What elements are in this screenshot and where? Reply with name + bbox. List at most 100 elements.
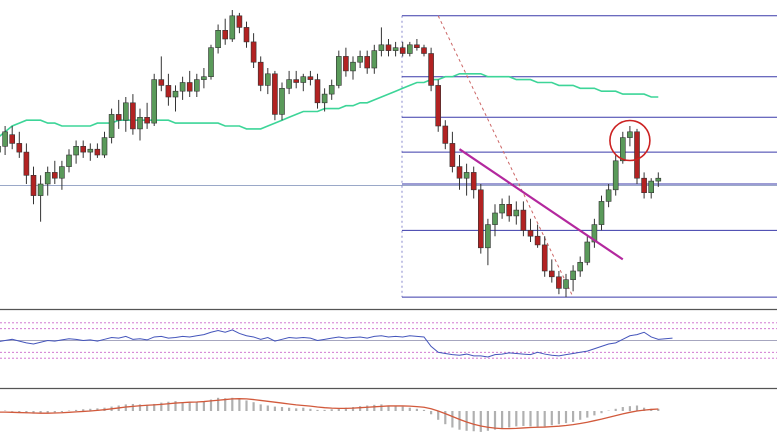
candle-body-bull <box>151 79 157 124</box>
candle <box>172 85 179 112</box>
candle-body-bear <box>307 76 314 80</box>
candle <box>527 218 534 242</box>
candle <box>286 70 292 95</box>
candle <box>215 24 221 54</box>
candle <box>442 120 449 150</box>
candle-body-bull <box>627 131 633 138</box>
candle <box>470 166 477 199</box>
candle-body-bull <box>73 146 79 156</box>
candle-body-bear <box>556 276 562 289</box>
candle <box>236 12 243 34</box>
candle-body-bear <box>343 56 349 72</box>
candle <box>293 70 300 89</box>
candle-body-bear <box>165 85 172 98</box>
candle-body-bear <box>520 209 527 231</box>
candle-body-bull <box>648 180 655 194</box>
candle-body-bull <box>208 47 214 78</box>
candle-body-bull <box>279 88 285 115</box>
candle-body-bull <box>123 102 129 121</box>
candle <box>648 178 655 199</box>
candle-body-bull <box>392 47 399 51</box>
candle-body-bull <box>2 131 8 147</box>
candle-body-bear <box>385 44 392 51</box>
candle <box>314 73 321 109</box>
candle <box>357 50 363 68</box>
candle-body-bull <box>598 201 605 225</box>
candle-body-bull <box>350 61 356 72</box>
candle <box>598 195 605 231</box>
candle <box>243 21 250 48</box>
candle-body-bear <box>16 143 23 153</box>
candle-body-bear <box>94 148 101 156</box>
candle <box>0 146 1 153</box>
candle <box>37 175 44 222</box>
candle <box>591 218 598 248</box>
candle <box>499 198 505 219</box>
candle <box>563 273 569 298</box>
candle-body-bull <box>335 56 342 86</box>
candle-body-bull <box>612 160 619 191</box>
candle-body-bear <box>158 79 165 86</box>
annotation-guides <box>437 15 574 298</box>
candle <box>506 195 513 222</box>
candle-body-bull <box>499 204 505 214</box>
price-panel <box>0 10 777 298</box>
candle <box>627 126 633 147</box>
candle <box>399 41 406 57</box>
candle-body-bear <box>257 61 264 86</box>
candle-body-bear <box>250 41 257 63</box>
candle <box>328 79 335 100</box>
candle-body-bull <box>87 148 94 153</box>
candle-body-bull <box>655 177 662 182</box>
candle-body-bull <box>44 172 51 185</box>
candle <box>16 131 23 158</box>
candle-body-bull <box>463 172 470 179</box>
candle-body-bull <box>229 15 236 40</box>
candle <box>541 236 548 277</box>
candle <box>257 56 264 92</box>
moving-average-line <box>0 73 659 137</box>
candle <box>272 70 278 121</box>
candle-body-bear <box>243 27 250 43</box>
candle-body-bear <box>115 114 122 121</box>
candle-body-bear <box>186 82 193 92</box>
candle-body-bull <box>201 76 207 80</box>
candle <box>73 140 79 164</box>
candle-body-bear <box>222 29 228 40</box>
candle <box>229 10 236 42</box>
candle-body-bear <box>449 143 456 167</box>
candle <box>350 56 356 80</box>
candle-body-bull <box>605 189 612 202</box>
candle <box>456 155 463 190</box>
candle-body-bull <box>0 146 1 153</box>
candle <box>548 259 555 283</box>
candle <box>612 155 619 196</box>
candle <box>158 56 165 92</box>
resistance-trendline <box>458 148 624 261</box>
candle-body-bull <box>286 79 292 89</box>
candle-body-bull <box>492 212 498 225</box>
candle <box>186 70 193 97</box>
candle-body-bear <box>435 85 442 127</box>
candle <box>619 131 626 164</box>
candle-body-bull <box>485 224 491 249</box>
candle-body-bear <box>428 53 434 86</box>
candle <box>9 126 15 150</box>
candle <box>66 149 72 173</box>
candle-body-bull <box>137 117 143 130</box>
candle <box>655 172 662 187</box>
candle <box>477 184 484 254</box>
candle-body-bull <box>108 114 115 138</box>
candle <box>151 73 157 126</box>
candle <box>378 27 385 57</box>
candle <box>343 47 349 77</box>
candle-body-bear <box>442 125 449 144</box>
macd-signal-line <box>0 398 659 430</box>
candle-body-bull <box>378 44 385 51</box>
candle-body-bull <box>101 137 108 156</box>
candle-body-bear <box>541 244 548 272</box>
candle <box>94 143 101 158</box>
candle <box>513 201 520 225</box>
candle <box>250 33 257 68</box>
